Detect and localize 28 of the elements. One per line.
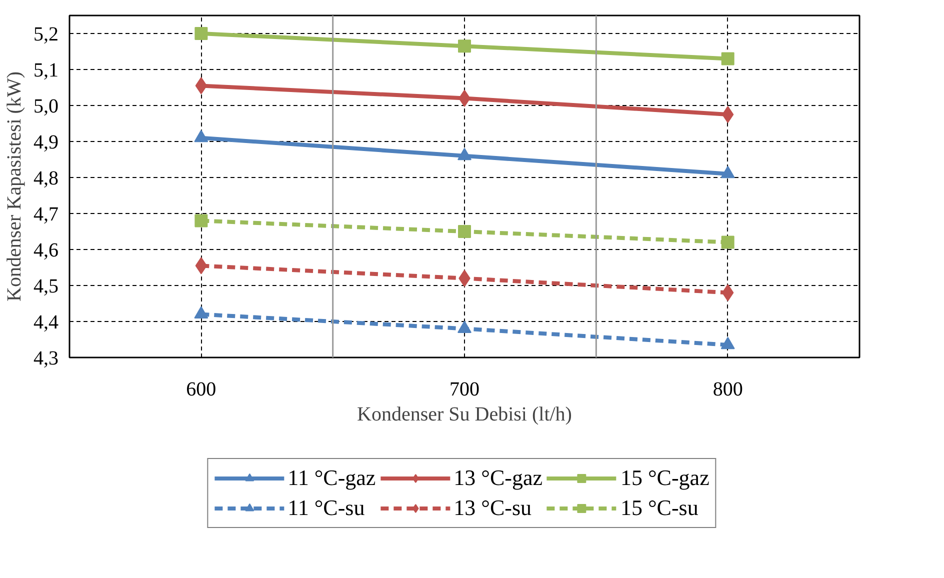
y-axis-title: Kondenser Kapasistesi (kW) (4, 72, 26, 302)
y-tick-label: 4,8 (34, 168, 58, 190)
point (721, 236, 734, 249)
point (722, 106, 734, 123)
point (194, 27, 208, 40)
legend-label: 11 °C-gaz (288, 465, 376, 491)
y-tick-label: 4,4 (34, 312, 58, 334)
point (194, 214, 208, 228)
legend-label: 13 °C-su (454, 495, 532, 521)
legend-label: 15 °C-gaz (620, 465, 710, 491)
point (458, 40, 471, 53)
y-tick-label: 5,1 (34, 60, 58, 82)
x-axis-title: Kondenser Su Debisi (lt/h) (357, 404, 572, 426)
y-tick-label: 4,3 (34, 348, 58, 370)
y-tick-label: 4,6 (34, 240, 58, 262)
y-tick-label: 4,7 (34, 204, 58, 226)
legend-label: 15 °C-su (620, 495, 698, 521)
legend-label: 11 °C-su (288, 495, 365, 521)
point (721, 52, 734, 66)
x-tick-label: 600 (186, 378, 216, 400)
point (458, 225, 471, 238)
y-tick-label: 5,2 (34, 24, 58, 46)
y-tick-label: 4,9 (34, 132, 58, 154)
x-tick-label: 800 (712, 378, 743, 400)
legend-label: 13 °C-gaz (454, 465, 543, 491)
x-tick-label: 700 (450, 378, 480, 400)
y-tick-label: 4,5 (34, 276, 58, 298)
y-tick-label: 5,0 (34, 96, 58, 118)
